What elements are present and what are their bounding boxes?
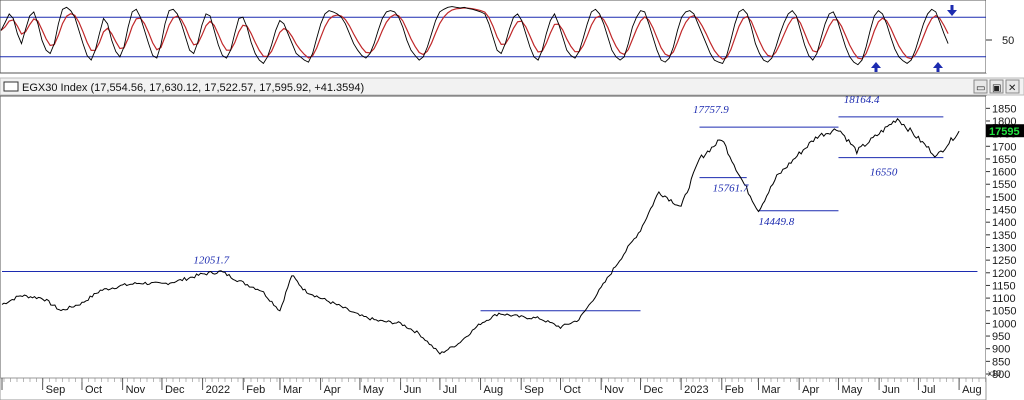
oscillator-tick-label: 50	[1002, 35, 1014, 47]
price-annotation: 12051.7	[193, 254, 229, 266]
price-annotation: 14449.8	[758, 216, 794, 228]
x-tick-label: Jul	[921, 384, 935, 396]
x-tick-label: Aug	[484, 384, 504, 396]
x-tick-label: Aug	[962, 384, 982, 396]
y-tick-label: 1150	[992, 280, 1016, 292]
scale-note: x10	[988, 369, 1001, 378]
x-tick-label: Jul	[443, 384, 457, 396]
x-tick-label: Nov	[604, 384, 624, 396]
price-annotation: 17757.9	[693, 104, 729, 116]
legend-swatch	[3, 81, 19, 92]
last-price-label: 17595	[989, 126, 1020, 138]
x-tick-label: Apr	[324, 384, 341, 396]
y-tick-label: 850	[992, 356, 1010, 368]
x-tick-label: Dec	[165, 384, 185, 396]
y-tick-label: 950	[992, 331, 1010, 343]
price-levels	[2, 116, 978, 312]
buy-arrow-icon	[933, 62, 943, 72]
x-tick-label: Jun	[404, 384, 422, 396]
maximize-button[interactable]: ▣	[989, 79, 1004, 94]
index-label: EGX30 Index (17,554.56, 17,630.12, 17,52…	[22, 82, 364, 94]
y-tick-label: 1400	[992, 217, 1016, 229]
price-annotations: 12051.7 17757.9 15761.7 14449.8 18164.4 16550	[193, 94, 898, 267]
x-tick-label: Sep	[46, 384, 66, 396]
last-price-marker: 17595	[986, 124, 1024, 138]
x-tick-label: Nov	[126, 384, 146, 396]
oscillator-slow-line	[0, 7, 949, 60]
x-tick-label: Oct	[85, 384, 102, 396]
sell-arrow-icon	[947, 5, 957, 16]
maximize-icon: ▣	[992, 83, 1001, 94]
time-x-axis: Sep Oct Nov Dec 2022 Feb Mar Apr May Jun Jul Aug Sep…	[0, 377, 987, 400]
close-button[interactable]: ✕	[1005, 79, 1020, 94]
oscillator-pane	[0, 0, 987, 74]
y-tick-label: 1850	[992, 103, 1016, 115]
minimize-button[interactable]: ▭	[973, 79, 988, 94]
y-tick-label: 1250	[992, 255, 1016, 267]
price-pane-header: EGX30 Index (17,554.56, 17,630.12, 17,52…	[0, 77, 1024, 96]
oscillator-signal-arrows	[871, 5, 957, 72]
x-tick-label: Jun	[882, 384, 900, 396]
x-tick-label: Feb	[725, 384, 744, 396]
x-tick-label: 2023	[684, 384, 708, 396]
price-series-line	[1, 117, 960, 355]
y-tick-label: 1050	[992, 306, 1016, 318]
close-icon: ✕	[1008, 83, 1016, 94]
y-tick-label: 1600	[992, 167, 1016, 179]
x-tick-label: Feb	[246, 384, 265, 396]
x-tick-label: Mar	[761, 384, 780, 396]
y-tick-label: 1700	[992, 141, 1016, 153]
x-tick-label: Dec	[643, 384, 663, 396]
oscillator-axis: 50	[986, 0, 1024, 73]
y-tick-label: 1200	[992, 268, 1016, 280]
x-tick-label: 2022	[206, 384, 230, 396]
y-tick-label: 1550	[992, 179, 1016, 191]
x-tick-label: Sep	[524, 384, 544, 396]
y-tick-label: 1500	[992, 192, 1016, 204]
y-tick-label: 1350	[992, 230, 1016, 242]
x-tick-label: May	[363, 384, 384, 396]
price-pane: 12051.7 17757.9 15761.7 14449.8 18164.4 16550	[0, 94, 987, 379]
y-tick-label: 1450	[992, 205, 1016, 217]
y-tick-label: 1100	[992, 293, 1016, 305]
buy-arrow-icon	[871, 62, 881, 72]
price-annotation: 15761.7	[713, 183, 749, 195]
x-tick-label: May	[841, 384, 862, 396]
price-y-axis: 1850180017501700165016001550150014501400…	[986, 96, 1024, 381]
price-annotation: 18164.4	[844, 94, 880, 106]
minimize-icon: ▭	[976, 83, 985, 94]
oscillator-fast-line	[0, 6, 949, 66]
y-tick-label: 800	[992, 369, 1010, 381]
y-tick-label: 1650	[992, 154, 1016, 166]
x-tick-label: Mar	[283, 384, 302, 396]
y-tick-label: 900	[992, 344, 1010, 356]
y-tick-label: 1300	[992, 242, 1016, 254]
x-tick-label: Apr	[802, 384, 819, 396]
x-tick-label: Oct	[564, 384, 581, 396]
y-tick-label: 1000	[992, 318, 1016, 330]
price-annotation: 16550	[870, 167, 898, 179]
